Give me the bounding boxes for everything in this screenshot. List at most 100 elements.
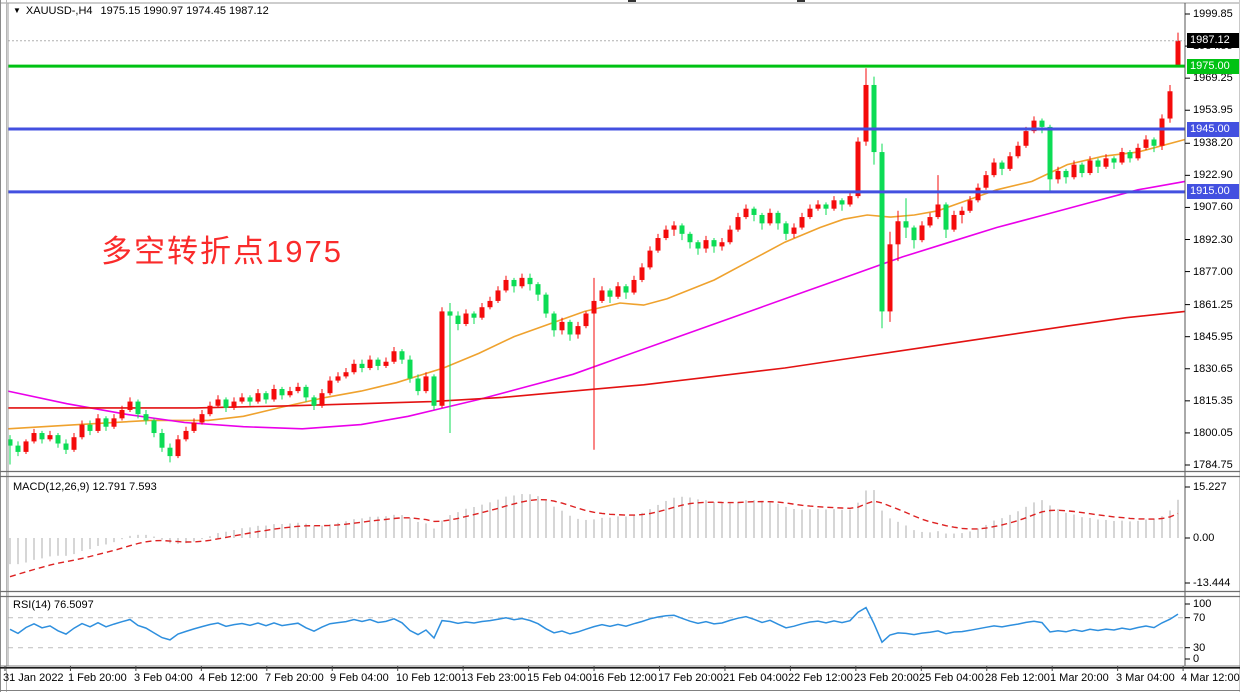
candle-body: [959, 210, 965, 215]
candle-body: [119, 409, 125, 419]
candle-body: [735, 217, 741, 230]
candle-body: [639, 267, 645, 280]
price-tick-label: 1861.25: [1193, 299, 1233, 311]
candle-body: [31, 433, 37, 442]
candle-body: [231, 401, 237, 408]
candle-body: [207, 405, 213, 415]
current-price-tag: 1987.12: [1187, 33, 1239, 48]
candle-body: [583, 313, 589, 327]
candle-body: [543, 294, 549, 314]
candle-body: [599, 290, 605, 301]
candle-body: [415, 378, 421, 392]
price-tick-label: 1907.60: [1193, 201, 1233, 213]
time-tick-label: 21 Feb 04:00: [723, 672, 788, 684]
candle-body: [807, 208, 813, 218]
ohlc-values: 1975.15 1990.97 1974.45 1987.12: [100, 5, 269, 17]
time-tick-label: 13 Feb 23:00: [461, 672, 526, 684]
candle-body: [463, 313, 469, 324]
candle-body: [279, 388, 285, 396]
candle-body: [495, 290, 501, 301]
candle-body: [1007, 156, 1013, 169]
candle-body: [1023, 131, 1029, 146]
candle-body: [1047, 126, 1053, 180]
candle-body: [671, 225, 677, 230]
dropdown-arrow-icon[interactable]: ▼: [13, 6, 21, 15]
candle-body: [335, 376, 341, 381]
candle-body: [471, 313, 477, 318]
candle-body: [1087, 160, 1093, 174]
candle-body: [631, 279, 637, 293]
candle-body: [367, 359, 373, 369]
candle-body: [759, 214, 765, 224]
candle-body: [623, 286, 629, 293]
candle-body: [1167, 91, 1173, 119]
candles-layer: [7, 32, 1181, 465]
candle-body: [351, 363, 357, 373]
candle-body: [1103, 158, 1109, 167]
candle-body: [951, 214, 957, 230]
text-annotation[interactable]: 多空转折点1975: [101, 234, 343, 269]
ma-line-mid: [7, 180, 1186, 430]
candle-body: [359, 363, 365, 369]
candle-body: [127, 401, 133, 410]
time-tick-label: 16 Feb 12:00: [592, 672, 657, 684]
price-tick-label: 1953.95: [1193, 104, 1233, 116]
candle-body: [791, 227, 797, 234]
candle-body: [159, 433, 165, 448]
rsi-layer: [8, 606, 1185, 649]
candle-body: [559, 321, 565, 331]
price-tick-label: 1999.85: [1193, 8, 1233, 20]
moving-averages-layer: [7, 138, 1186, 430]
candle-body: [1015, 145, 1021, 157]
candle-body: [615, 286, 621, 297]
candle-body: [271, 388, 277, 400]
candle-body: [95, 418, 101, 431]
candle-body: [55, 435, 61, 444]
ma-line-slow: [8, 310, 1186, 409]
price-tick-label: 1800.05: [1193, 427, 1233, 439]
candle-body: [567, 321, 573, 335]
candle-body: [663, 229, 669, 239]
candle-body: [375, 359, 381, 366]
candle-body: [815, 204, 821, 209]
time-tick-label: 9 Feb 04:00: [330, 672, 389, 684]
candle-body: [679, 225, 685, 234]
rsi-axis-label: 100: [1193, 598, 1212, 610]
candle-body: [719, 242, 725, 247]
candle-body: [1031, 120, 1037, 132]
candle-body: [7, 439, 13, 446]
candle-body: [447, 311, 453, 316]
candle-body: [167, 447, 173, 457]
hline-price-tag: 1975.00: [1187, 59, 1239, 74]
candle-body: [303, 386, 309, 398]
rsi-axis-label: 0: [1193, 653, 1200, 665]
candle-body: [319, 393, 325, 406]
candle-body: [1159, 118, 1165, 146]
candle-body: [79, 424, 85, 438]
candle-body: [1055, 170, 1061, 180]
time-tick-label: 15 Feb 04:00: [527, 672, 592, 684]
candle-body: [983, 175, 989, 188]
candle-body: [383, 361, 389, 366]
candle-body: [871, 84, 877, 153]
candle-body: [695, 242, 701, 249]
price-tick-label: 1938.20: [1193, 137, 1233, 149]
candle-body: [727, 229, 733, 243]
price-tick-label: 1815.35: [1193, 395, 1233, 407]
candle-body: [47, 435, 53, 440]
candle-body: [295, 386, 301, 392]
candle-body: [223, 399, 229, 408]
candle-body: [111, 418, 117, 427]
rsi-axis-label: 30: [1193, 642, 1206, 654]
candle-body: [191, 422, 197, 431]
time-tick-label: 17 Feb 20:00: [658, 672, 723, 684]
candle-body: [455, 315, 461, 324]
candle-body: [991, 162, 997, 176]
time-tick-label: 3 Mar 04:00: [1116, 672, 1175, 684]
candle-body: [799, 217, 805, 228]
chart-title: ▼ XAUUSD-,H4 1975.15 1990.97 1974.45 1987.…: [13, 5, 269, 17]
macd-layer: [9, 490, 1179, 578]
time-tick-label: 28 Feb 12:00: [985, 672, 1050, 684]
candle-body: [1111, 158, 1117, 163]
